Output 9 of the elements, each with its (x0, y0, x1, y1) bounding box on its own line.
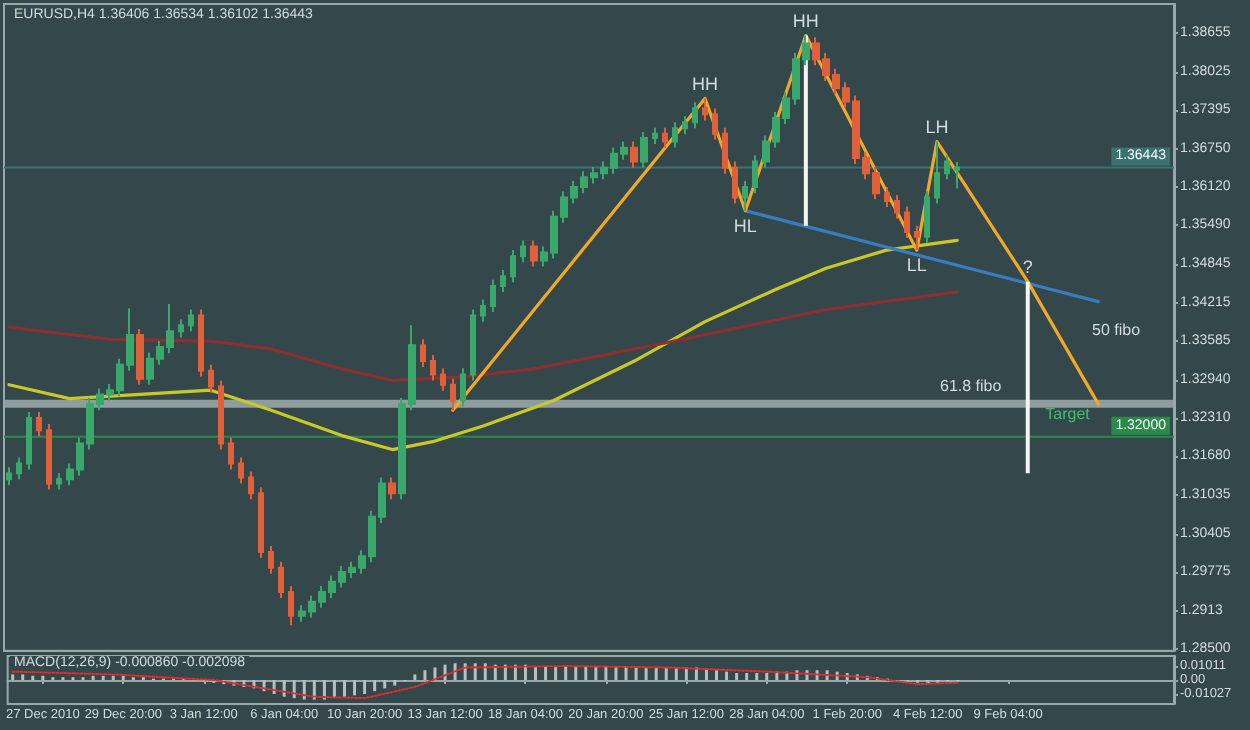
annotation: 50 fibo (1092, 320, 1142, 339)
data-label: HH (792, 10, 819, 31)
data-label: HH (691, 73, 718, 94)
data-label: LL (906, 255, 927, 276)
data-label: ? (1022, 256, 1033, 277)
annotation: Target (1045, 404, 1092, 423)
data-label: HL (733, 215, 757, 236)
band-label: 61.8 fibo (940, 376, 1003, 395)
data-label: LH (925, 116, 949, 137)
